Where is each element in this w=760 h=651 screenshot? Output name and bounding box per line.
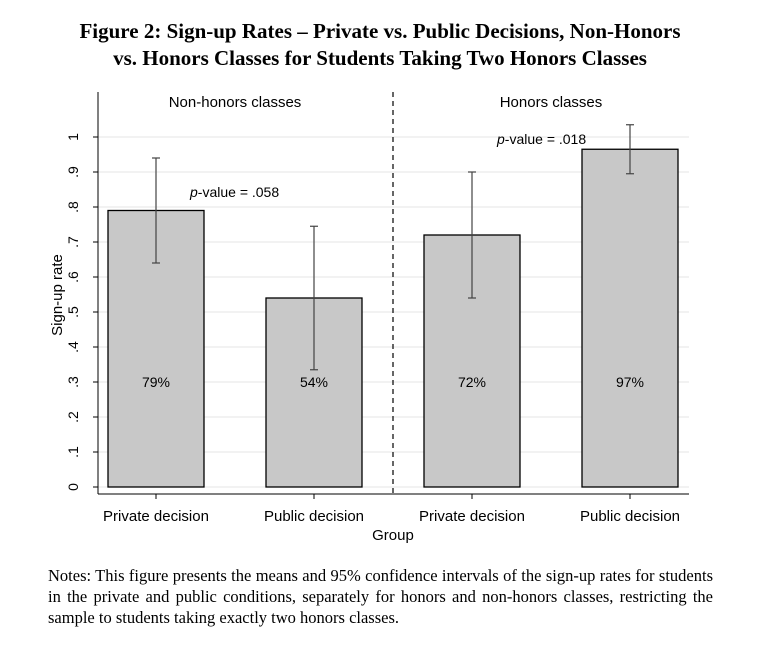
bar-value-label-1-1: 97% [616, 374, 644, 390]
y-tick-label-3: .3 [65, 376, 81, 388]
figure-notes: Notes: This figure presents the means an… [48, 566, 713, 627]
panel-label-non-honors: Non-honors classes [169, 94, 302, 111]
pvalue-annotation-0: p-value = .058 [189, 184, 279, 200]
y-tick-label-10: 1 [65, 133, 81, 141]
pvalue-symbol: p [189, 184, 198, 200]
pvalue-symbol: p [496, 131, 505, 147]
figure-title: Figure 2: Sign-up Rates – Private vs. Pu… [0, 18, 760, 72]
x-tick-label-0-1: Public decision [264, 508, 364, 525]
y-tick-label-5: .5 [65, 306, 81, 318]
x-tick-label-1-0: Private decision [419, 508, 525, 525]
y-tick-label-0: 0 [65, 483, 81, 491]
x-tick-label-1-1: Public decision [580, 508, 680, 525]
figure-title-line-1: Figure 2: Sign-up Rates – Private vs. Pu… [79, 19, 681, 43]
y-tick-label-1: .1 [65, 446, 81, 458]
y-tick-label-9: .9 [65, 166, 81, 178]
panel-label-honors: Honors classes [500, 94, 603, 111]
y-tick-label-4: .4 [65, 341, 81, 353]
pvalue-text: -value = .018 [505, 131, 587, 147]
y-tick-label-2: .2 [65, 411, 81, 423]
x-axis-title: Group [372, 527, 414, 544]
bar-1-1 [581, 148, 679, 488]
y-tick-label-8: .8 [65, 201, 81, 213]
pvalue-text: -value = .058 [198, 184, 280, 200]
y-tick-label-6: .6 [65, 271, 81, 283]
bar-value-label-0-0: 79% [142, 374, 170, 390]
y-axis-title: Sign-up rate [49, 254, 66, 336]
pvalue-annotation-1: p-value = .018 [496, 131, 586, 147]
bar-value-label-0-1: 54% [300, 374, 328, 390]
bar-value-label-1-0: 72% [458, 374, 486, 390]
sign-up-rate-bar-chart: 79% Private decision 54% Public decision 72%… [49, 92, 689, 544]
y-tick-label-7: .7 [65, 236, 81, 248]
x-tick-label-0-0: Private decision [103, 508, 209, 525]
figure-title-line-2: vs. Honors Classes for Students Taking T… [113, 46, 647, 70]
